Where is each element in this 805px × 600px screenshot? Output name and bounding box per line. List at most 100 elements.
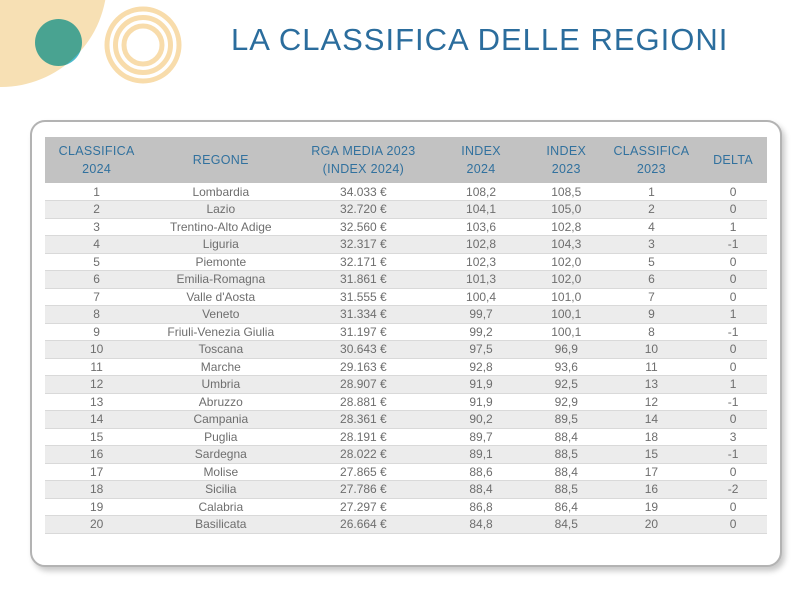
cell-regione: Trentino-Alto Adige xyxy=(148,217,294,236)
cell-delta: 1 xyxy=(699,217,767,236)
cell-delta: 1 xyxy=(699,305,767,323)
cell-delta: -1 xyxy=(699,445,767,463)
cell-delta: 0 xyxy=(699,357,767,376)
cell-delta: 0 xyxy=(699,515,767,534)
cell-classifica-2024: 7 xyxy=(45,287,149,306)
cell-regione: Veneto xyxy=(148,305,294,323)
table-row: 7 Valle d'Aosta 31.555 €100,4 101,0 7 0 xyxy=(45,287,767,306)
cell-delta: 0 xyxy=(699,462,767,481)
table-body: 1 Lombardia 34.033 €108,2 108,5 1 0 2 Lazio 32.7… xyxy=(45,183,767,534)
cell-classifica-2024: 9 xyxy=(45,322,149,341)
cell-index-2023: 88,5 xyxy=(528,445,604,463)
cell-classifica-2023: 19 xyxy=(603,497,700,516)
cell-rga-media: 32.171 € xyxy=(293,252,434,271)
cell-index-2024: 89,7 xyxy=(433,427,529,446)
cell-regione: Sicilia xyxy=(148,480,294,498)
cell-classifica-2024: 6 xyxy=(45,270,149,288)
cell-index-2024: 91,9 xyxy=(433,392,529,411)
ranking-table-card: CLASSIFICA 2024 REGONE RGA MEDIA 2023 (I… xyxy=(30,120,782,567)
cell-index-2024: 92,8 xyxy=(433,357,529,376)
cell-regione: Lazio xyxy=(148,200,294,218)
cell-rga-media: 27.786 € xyxy=(293,480,434,498)
cell-index-2023: 89,5 xyxy=(528,410,604,428)
table-row: 1 Lombardia 34.033 € 108,2 108,5 1 0 xyxy=(45,183,767,201)
table-row: 13 Abruzzo 28.881 €91,9 92,9 12 -1 xyxy=(45,392,767,411)
table-row: 6 Emilia-Romagna 31.861 €101,3 102,0 6 0 xyxy=(45,270,767,288)
cell-rga-media: 29.163 € xyxy=(293,357,434,376)
cell-classifica-2023: 4 xyxy=(603,217,700,236)
cell-index-2024: 103,6 xyxy=(433,217,529,236)
cell-rga-media: 32.720 € xyxy=(293,200,434,218)
cell-classifica-2024: 17 xyxy=(45,462,149,481)
cell-classifica-2023: 12 xyxy=(603,392,700,411)
cell-delta: -1 xyxy=(699,392,767,411)
cell-delta: 0 xyxy=(699,270,767,288)
table-row: 12 Umbria 28.907 €91,9 92,5 13 1 xyxy=(45,375,767,393)
cell-index-2024: 90,2 xyxy=(433,410,529,428)
cell-delta: 1 xyxy=(699,375,767,393)
cell-index-2023: 93,6 xyxy=(528,357,604,376)
cell-regione: Puglia xyxy=(148,427,294,446)
cell-regione: Piemonte xyxy=(148,252,294,271)
cell-delta: 0 xyxy=(699,200,767,218)
cell-regione: Sardegna xyxy=(148,445,294,463)
cell-regione: Calabria xyxy=(148,497,294,516)
cell-classifica-2023: 18 xyxy=(603,427,700,446)
cell-index-2024: 102,3 xyxy=(433,252,529,271)
cell-regione: Abruzzo xyxy=(148,392,294,411)
table-row: 18 Sicilia 27.786 €88,4 88,5 16 -2 xyxy=(45,480,767,498)
table-row: 2 Lazio 32.720 €104,1 105,0 2 0 xyxy=(45,200,767,218)
concentric-rings-ornament xyxy=(104,6,182,84)
cell-delta: 0 xyxy=(729,184,737,199)
table-row: 16 Sardegna 28.022 €89,1 88,5 15 -1 xyxy=(45,445,767,463)
cell-index-2023: 84,5 xyxy=(528,515,604,534)
cell-rga-media: 32.560 € xyxy=(293,217,434,236)
cell-rga-media: 34.033 € xyxy=(340,184,387,199)
table-row: 19 Calabria 27.297 €86,8 86,4 19 0 xyxy=(45,497,767,516)
table-row: 4 Liguria 32.317 €102,8 104,3 3 -1 xyxy=(45,235,767,253)
cell-classifica-2023: 13 xyxy=(603,375,700,393)
cell-index-2024: 84,8 xyxy=(433,515,529,534)
ranking-table: CLASSIFICA 2024 REGONE RGA MEDIA 2023 (I… xyxy=(45,137,767,534)
cell-regione: Campania xyxy=(148,410,294,428)
cell-classifica-2024: 2 xyxy=(45,200,149,218)
cell-regione: Valle d'Aosta xyxy=(148,287,294,306)
cell-index-2023: 101,0 xyxy=(528,287,604,306)
cell-rga-media: 28.881 € xyxy=(293,392,434,411)
table-row: 11 Marche 29.163 €92,8 93,6 11 0 xyxy=(45,357,767,376)
cell-rga-media: 27.297 € xyxy=(293,497,434,516)
cell-delta: -2 xyxy=(699,480,767,498)
cell-classifica-2023: 6 xyxy=(603,270,700,288)
cell-rga-media: 28.907 € xyxy=(293,375,434,393)
cell-index-2024: 99,7 xyxy=(433,305,529,323)
cell-regione: Lombardia xyxy=(192,184,250,199)
cell-rga-media: 27.865 € xyxy=(293,462,434,481)
cell-delta: 0 xyxy=(699,287,767,306)
cell-delta: -1 xyxy=(699,235,767,253)
cell-index-2023: 102,0 xyxy=(528,270,604,288)
cell-index-2023: 100,1 xyxy=(528,305,604,323)
cell-rga-media: 28.361 € xyxy=(293,410,434,428)
cell-index-2023: 96,9 xyxy=(528,340,604,358)
header-index-2023: INDEX 2023 xyxy=(528,137,604,183)
cell-index-2024: 99,2 xyxy=(433,322,529,341)
cell-classifica-2024: 12 xyxy=(45,375,149,393)
table-row: 17 Molise 27.865 €88,6 88,4 17 0 xyxy=(45,462,767,481)
table-row: 3 Trentino-Alto Adige 32.560 €103,6 102,8 4 1 xyxy=(45,217,767,236)
cell-classifica-2024: 20 xyxy=(45,515,149,534)
cell-classifica-2024: 8 xyxy=(45,305,149,323)
header-classifica-2024: CLASSIFICA 2024 xyxy=(45,137,149,183)
table-row: 9 Friuli-Venezia Giulia 31.197 €99,2 100,1 8… xyxy=(45,322,767,341)
cell-index-2024: 88,4 xyxy=(433,480,529,498)
cell-index-2023: 102,0 xyxy=(528,252,604,271)
cell-index-2023: 108,5 xyxy=(551,184,582,199)
cell-classifica-2023: 7 xyxy=(603,287,700,306)
cell-classifica-2023: 1 xyxy=(648,184,655,199)
cell-regione: Molise xyxy=(148,462,294,481)
header-rga-media: RGA MEDIA 2023 (INDEX 2024) xyxy=(293,137,434,183)
cell-delta: 0 xyxy=(699,410,767,428)
cell-classifica-2023: 8 xyxy=(603,322,700,341)
cell-delta: 0 xyxy=(699,252,767,271)
table-row: 8 Veneto 31.334 €99,7 100,1 9 1 xyxy=(45,305,767,323)
table-row: 15 Puglia 28.191 €89,7 88,4 18 3 xyxy=(45,427,767,446)
